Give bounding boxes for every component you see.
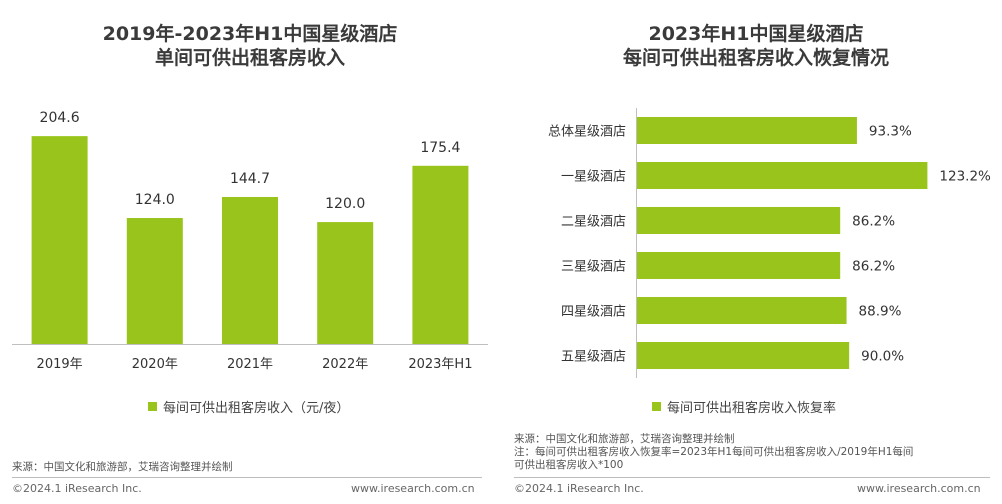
right-source-note: 来源：中国文化和旅游部，艾瑞咨询整理并绘制 注：每间可供出租客房收入恢复率=20… [514, 433, 913, 472]
right-copyright: ©2024.1 iResearch Inc. [514, 482, 644, 495]
right-bar-value-label: 86.2% [852, 259, 895, 275]
left-category-label: 2022年 [322, 357, 368, 372]
right-bar [637, 162, 928, 189]
right-bar [637, 117, 857, 144]
right-title-line2: 每间可供出租客房收入恢复情况 [622, 47, 889, 69]
right-source-line1: 来源：中国文化和旅游部，艾瑞咨询整理并绘制 [514, 433, 735, 445]
left-title-line2: 单间可供出租客房收入 [154, 47, 345, 69]
left-category-label: 2020年 [132, 357, 178, 372]
left-bar [412, 165, 469, 344]
right-source-line3: 可供出租客房收入*100 [514, 459, 624, 471]
right-category-label: 四星级酒店 [561, 305, 626, 320]
right-bar [637, 342, 850, 369]
right-category-label: 一星级酒店 [561, 170, 626, 185]
right-bar-value-label: 88.9% [859, 304, 902, 320]
left-legend: 每间可供出租客房收入（元/夜） [148, 397, 349, 416]
left-copyright: ©2024.1 iResearch Inc. [12, 482, 142, 495]
left-legend-swatch [148, 402, 157, 411]
left-chart-title: 2019年-2023年H1中国星级酒店 单间可供出租客房收入 [0, 22, 500, 70]
right-category-label: 二星级酒店 [561, 215, 626, 230]
left-bar [222, 196, 278, 344]
left-bar-value-label: 204.6 [40, 110, 80, 126]
right-title-line1: 2023年H1中国星级酒店 [648, 23, 864, 45]
right-category-label: 总体星级酒店 [548, 125, 626, 140]
right-bar-value-label: 123.2% [939, 169, 991, 185]
left-bar [126, 218, 183, 344]
left-bar-chart: 204.6 2019年 124.0 2020年 144.7 2021年 120.0 2022年… [12, 110, 488, 372]
right-bar-value-label: 93.3% [869, 124, 912, 140]
left-source-note: 来源：中国文化和旅游部，艾瑞咨询整理并绘制 [12, 461, 233, 473]
left-category-label: 2021年 [227, 357, 273, 372]
left-legend-label: 每间可供出租客房收入（元/夜） [163, 401, 350, 416]
left-category-label: 2019年 [37, 357, 83, 372]
left-chart-panel: 2019年-2023年H1中国星级酒店 单间可供出租客房收入 204.6 2019… [0, 0, 500, 504]
left-category-label: 2023年H1 [408, 357, 472, 372]
left-website: www.iresearch.com.cn [351, 482, 475, 495]
right-footer-divider [514, 477, 990, 478]
right-chart-title: 2023年H1中国星级酒店 每间可供出租客房收入恢复情况 [510, 22, 1002, 70]
left-bar-value-label: 120.0 [325, 196, 365, 212]
right-bar-value-label: 86.2% [852, 214, 895, 230]
left-bar [31, 136, 88, 344]
left-bar-value-label: 175.4 [420, 140, 460, 156]
left-footer-divider [12, 477, 482, 478]
right-website: www.iresearch.com.cn [857, 482, 981, 495]
right-bar [637, 252, 841, 279]
right-chart-panel: 2023年H1中国星级酒店 每间可供出租客房收入恢复情况 总体星级酒店 93.3%… [510, 0, 1002, 504]
right-category-label: 三星级酒店 [561, 260, 626, 275]
left-bar-value-label: 144.7 [230, 171, 270, 187]
right-source-line2: 注：每间可供出租客房收入恢复率=2023年H1每间可供出租客房收入/2019年H… [514, 446, 914, 458]
right-legend-swatch [652, 402, 661, 411]
right-bar [637, 207, 841, 234]
left-title-line1: 2019年-2023年H1中国星级酒店 [102, 23, 398, 45]
right-legend-label: 每间可供出租客房收入恢复率 [667, 401, 837, 416]
right-legend: 每间可供出租客房收入恢复率 [652, 397, 836, 416]
left-bar [317, 222, 374, 344]
right-category-label: 五星级酒店 [561, 350, 626, 365]
left-bar-value-label: 124.0 [135, 192, 175, 208]
right-bar-chart: 总体星级酒店 93.3% 一星级酒店 123.2% 二星级酒店 86.2% 三星级酒店 86.… [548, 108, 991, 378]
right-bar [637, 297, 847, 324]
right-bar-value-label: 90.0% [861, 349, 904, 365]
